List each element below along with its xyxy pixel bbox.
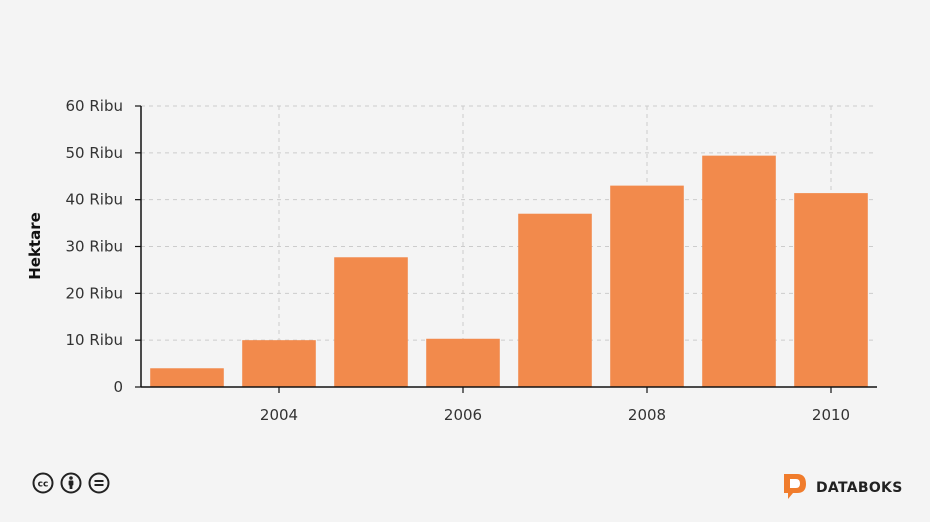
y-tick-label: 60 Ribu	[66, 97, 123, 115]
bar[interactable]	[610, 185, 684, 387]
bar[interactable]	[426, 338, 500, 387]
x-tick-label: 2004	[260, 406, 298, 424]
bar[interactable]	[334, 257, 408, 387]
tick-labels: 0 10 Ribu 20 Ribu 30 Ribu 40 Ribu 50 Ribu 60 R…	[66, 97, 851, 424]
svg-text:cc: cc	[38, 480, 49, 490]
bar[interactable]	[794, 193, 868, 387]
x-tick-label: 2006	[444, 406, 482, 424]
y-tick-label: 10 Ribu	[66, 331, 123, 349]
y-tick-label: 50 Ribu	[66, 144, 123, 162]
brand-name: DATABOKS	[816, 480, 903, 496]
y-tick-label: 30 Ribu	[66, 238, 123, 256]
bar[interactable]	[702, 155, 776, 387]
y-axis-title: Hektare	[26, 212, 44, 280]
y-tick-label: 20 Ribu	[66, 284, 123, 302]
license-badges: cc	[32, 472, 110, 494]
no-derivatives-icon	[88, 472, 110, 494]
x-tick-label: 2008	[628, 406, 666, 424]
x-tick-label: 2010	[812, 406, 850, 424]
bar[interactable]	[150, 368, 224, 387]
bar[interactable]	[518, 213, 592, 387]
brand: DATABOKS	[782, 472, 903, 504]
y-tick-label: 40 Ribu	[66, 191, 123, 209]
bar[interactable]	[242, 340, 316, 387]
databoks-logo-icon	[782, 472, 808, 504]
axes	[135, 105, 877, 393]
attribution-icon	[60, 472, 82, 494]
bars	[150, 155, 868, 387]
y-tick-label: 0	[113, 378, 123, 396]
cc-icon: cc	[32, 472, 54, 494]
